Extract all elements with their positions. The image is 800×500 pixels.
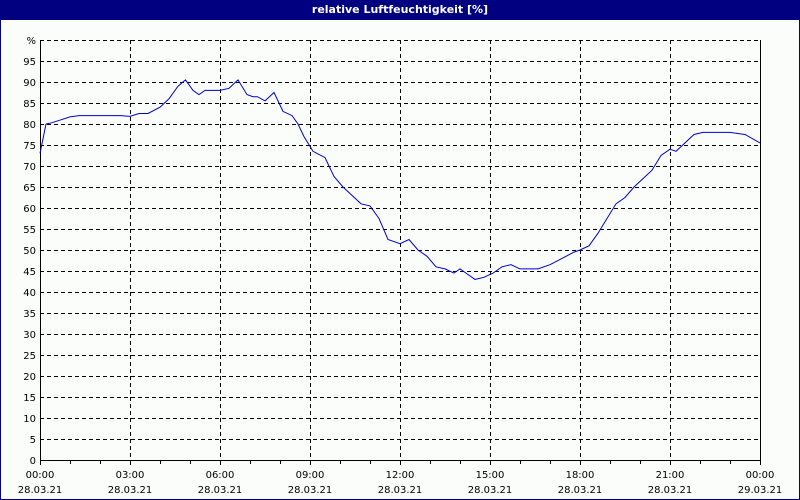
y-tick-label: 10	[23, 414, 36, 425]
y-tick-label: 35	[23, 309, 36, 320]
y-tick-label: 70	[23, 162, 36, 173]
y-tick-label: 65	[23, 183, 36, 194]
x-tick-date: 28.03.21	[468, 485, 513, 496]
x-tick-time: 21:00	[656, 470, 685, 481]
y-tick-label: 25	[23, 351, 36, 362]
x-tick-time: 18:00	[566, 470, 595, 481]
y-tick-label: 0	[30, 456, 36, 467]
y-tick-label: 80	[23, 120, 36, 131]
x-tick-date: 28.03.21	[198, 485, 243, 496]
x-tick-time: 00:00	[26, 470, 55, 481]
x-tick-time: 12:00	[386, 470, 415, 481]
x-tick-time: 15:00	[476, 470, 505, 481]
y-tick-label: 55	[23, 225, 36, 236]
humidity-series-line	[39, 79, 761, 280]
x-tick-date: 28.03.21	[288, 485, 333, 496]
y-axis-labels: 0 5 10 15 20 25 30 35 40 45 50 55 60 65 70 75 80 85 90 95%	[23, 36, 36, 467]
x-tick-date: 28.03.21	[18, 485, 63, 496]
y-unit-label: %	[26, 36, 36, 47]
y-tick-label: 50	[23, 246, 36, 257]
y-tick-label: 90	[23, 78, 36, 89]
chart-title: relative Luftfeuchtigkeit [%]	[0, 0, 800, 20]
y-tick-label: 45	[23, 267, 36, 278]
x-tick-time: 03:00	[116, 470, 145, 481]
axes	[40, 40, 761, 465]
x-tick-date: 28.03.21	[558, 485, 603, 496]
x-tick-date: 29.03.21	[738, 485, 783, 496]
y-tick-label: 75	[23, 141, 36, 152]
x-tick-time: 06:00	[206, 470, 235, 481]
y-tick-label: 5	[30, 435, 36, 446]
grid-lines	[40, 40, 760, 460]
x-tick-time: 09:00	[296, 470, 325, 481]
y-tick-label: 20	[23, 372, 36, 383]
y-tick-label: 30	[23, 330, 36, 341]
y-tick-label: 95	[23, 57, 36, 68]
y-tick-label: 60	[23, 204, 36, 215]
x-tick-date: 28.03.21	[378, 485, 423, 496]
x-tick-time: 00:00	[746, 470, 775, 481]
y-tick-label: 85	[23, 99, 36, 110]
x-tick-date: 28.03.21	[108, 485, 153, 496]
y-tick-label: 15	[23, 393, 36, 404]
x-axis-labels: 00:00 28.03.21 03:00 28.03.21 06:00 28.03.21 0…	[18, 470, 783, 496]
y-tick-label: 40	[23, 288, 36, 299]
x-tick-date: 28.03.21	[648, 485, 693, 496]
